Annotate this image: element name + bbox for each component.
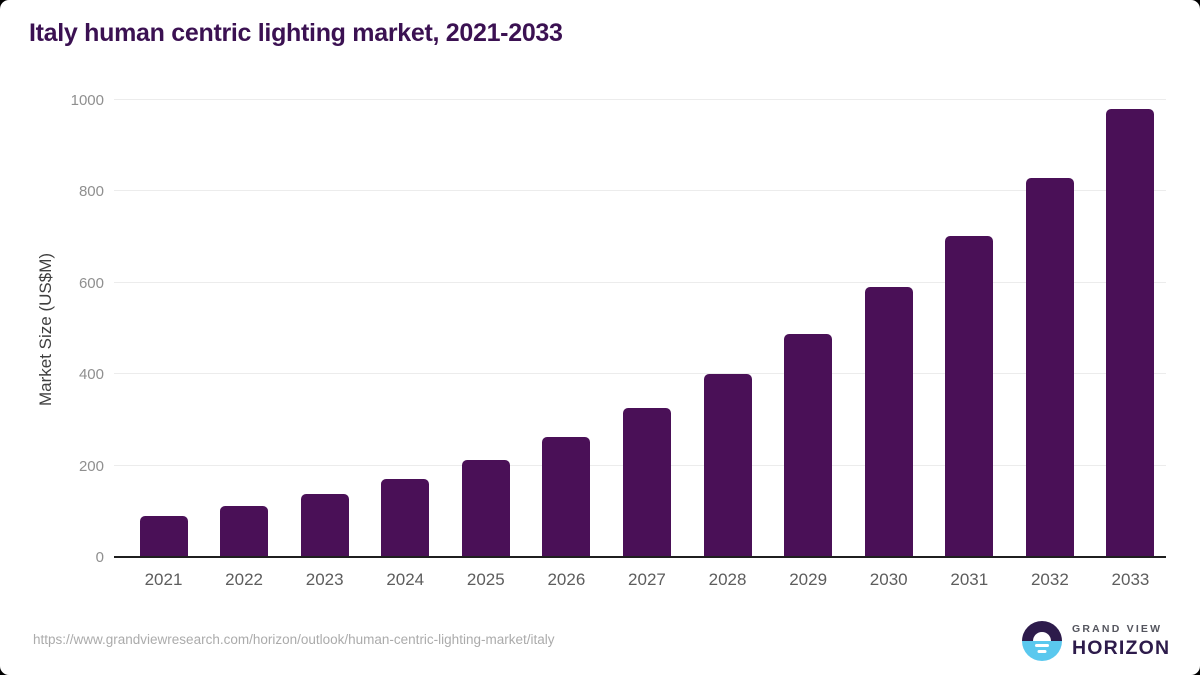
grand-view-horizon-logo: GRAND VIEW HORIZON [1022,621,1170,661]
x-tick-label-2024: 2024 [386,570,425,589]
gridline-1000 [114,99,1166,100]
x-tick-label-2033: 2033 [1111,570,1150,589]
bar-2031 [945,236,994,556]
bar-2033 [1106,109,1155,556]
gridline-400 [114,373,1166,375]
x-tick-label-2031: 2031 [950,570,989,589]
gridline-600 [114,281,1166,283]
y-tick-label: 200 [78,457,104,475]
logo-reflection-line [1035,644,1049,647]
x-tick-label-2029: 2029 [789,570,828,589]
horizon-sun-icon [1022,621,1062,661]
gridline-800 [114,190,1166,192]
x-tick-label-2026: 2026 [547,570,586,589]
x-tick-label-2028: 2028 [708,570,747,589]
bar-2030 [864,287,913,556]
bar-2027 [622,408,671,556]
bar-2025 [461,459,510,556]
plot-area [114,99,1166,558]
logo-brand-bottom: HORIZON [1072,636,1171,659]
x-tick-label-2032: 2032 [1030,570,1069,589]
x-tick-label-2022: 2022 [225,570,263,589]
y-axis-tick-labels: 0 200 400 600 800 1000 [34,92,104,566]
source-url: https://www.grandviewresearch.com/horizo… [33,632,555,647]
bar-2028 [703,374,752,556]
logo-text: GRAND VIEW HORIZON [1072,623,1170,660]
bar-2023 [300,493,349,556]
bar-2022 [220,505,269,556]
y-tick-label: 1000 [70,92,104,109]
y-tick-label: 600 [78,274,104,292]
y-tick-label: 800 [78,183,104,201]
y-tick-label: 0 [95,549,104,566]
logo-reflection-line [1037,650,1047,653]
logo-brand-top: GRAND VIEW [1072,622,1163,635]
bar-2029 [784,333,833,556]
bar-2032 [1025,177,1074,556]
x-tick-label-2021: 2021 [144,570,183,589]
y-tick-label: 400 [78,366,104,384]
x-tick-label-2030: 2030 [869,570,908,589]
x-tick-label-2027: 2027 [628,570,666,589]
chart-title: Italy human centric lighting market, 202… [29,19,563,47]
bar-2024 [381,479,430,556]
x-axis-tick-labels: 2021 2022 2023 2024 2025 2026 2027 2028 2029 2030… [0,570,1200,592]
logo-dome-shape [1033,632,1051,641]
x-tick-label-2023: 2023 [305,570,344,589]
bar-2026 [542,436,591,556]
x-tick-label-2025: 2025 [466,570,505,589]
bar-2021 [139,515,188,556]
